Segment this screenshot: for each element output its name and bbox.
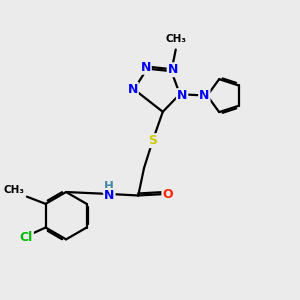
Text: Cl: Cl [20, 230, 33, 244]
Text: N: N [168, 63, 178, 76]
Text: N: N [199, 89, 209, 102]
Text: H: H [103, 180, 113, 193]
Text: N: N [104, 189, 115, 202]
Text: N: N [140, 61, 151, 74]
Text: O: O [162, 188, 173, 200]
Text: N: N [177, 89, 187, 102]
Text: N: N [128, 83, 138, 96]
Text: CH₃: CH₃ [165, 34, 186, 44]
Text: CH₃: CH₃ [4, 185, 25, 195]
Text: S: S [148, 134, 157, 147]
